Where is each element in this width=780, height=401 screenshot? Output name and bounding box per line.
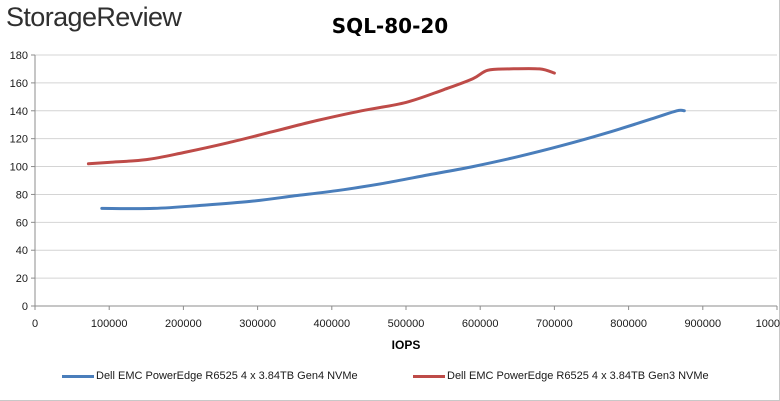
legend-swatch-gen3 — [413, 374, 445, 378]
legend-label-gen3: Dell EMC PowerEdge R6525 4 x 3.84TB Gen3… — [447, 370, 709, 382]
y-tick-label: 100 — [10, 162, 28, 174]
brand-logo: StorageReview — [6, 2, 182, 32]
y-tick-label: 0 — [22, 301, 28, 313]
legend-label-gen4: Dell EMC PowerEdge R6525 4 x 3.84TB Gen4… — [96, 370, 358, 382]
series-line-gen4 — [100, 108, 686, 211]
y-tick-label: 180 — [10, 50, 28, 62]
legend-item-gen3: Dell EMC PowerEdge R6525 4 x 3.84TB Gen3… — [413, 370, 709, 382]
x-axis-ticks: 0 100000 200000 300000 400000 500000 600000 700… — [32, 306, 780, 330]
y-tick-label: 40 — [16, 245, 28, 257]
y-axis-ticks: 0 20 40 60 80 100 120 140 160 180 — [10, 50, 35, 313]
chart-title: SQL-80-20 — [331, 14, 449, 38]
legend: Dell EMC PowerEdge R6525 4 x 3.84TB Gen4… — [0, 370, 780, 390]
x-tick-label: 300000 — [239, 318, 276, 330]
x-tick-label: 500000 — [388, 318, 425, 330]
y-tick-label: 80 — [16, 189, 28, 201]
x-axis-label: IOPS — [392, 338, 421, 352]
y-tick-label: 60 — [16, 217, 28, 229]
y-tick-label: 140 — [10, 106, 28, 118]
x-tick-label: 600000 — [462, 318, 499, 330]
x-tick-label: 100000 — [91, 318, 128, 330]
x-tick-label: 900000 — [684, 318, 721, 330]
x-tick-label: 1000000 — [756, 318, 780, 330]
y-tick-label: 120 — [10, 134, 28, 146]
x-tick-label: 400000 — [313, 318, 350, 330]
gridlines — [35, 54, 777, 279]
series-line-gen3 — [86, 67, 556, 166]
legend-swatch-gen4 — [62, 374, 94, 378]
x-tick-label: 0 — [32, 318, 38, 330]
legend-item-gen4: Dell EMC PowerEdge R6525 4 x 3.84TB Gen4… — [62, 370, 358, 382]
x-tick-label: 700000 — [536, 318, 573, 330]
x-tick-label: 200000 — [165, 318, 202, 330]
x-tick-label: 800000 — [610, 318, 647, 330]
series-lines — [86, 67, 686, 211]
y-tick-label: 160 — [10, 78, 28, 90]
y-tick-label: 20 — [16, 273, 28, 285]
